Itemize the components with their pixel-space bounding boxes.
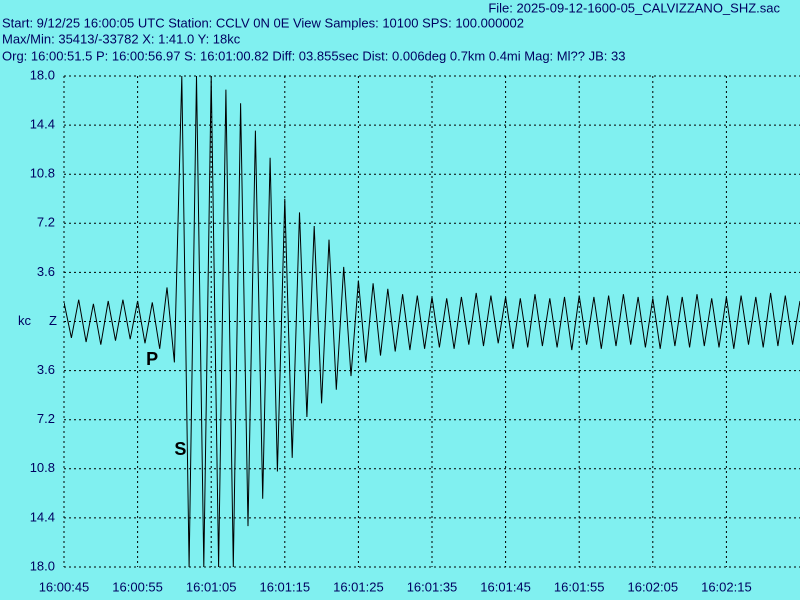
y-tick-label: 14.4: [30, 117, 55, 132]
y-tick-label: 10.8: [30, 460, 55, 475]
y-tick-label: 3.6: [37, 264, 55, 279]
x-tick-label: 16:02:05: [627, 579, 678, 594]
y-tick-label: 7.2: [37, 215, 55, 230]
x-tick-label: 16:01:35: [407, 579, 458, 594]
x-tick-label: 16:00:45: [39, 579, 90, 594]
x-tick-label: 16:01:15: [259, 579, 310, 594]
y-tick-label: 3.6: [37, 362, 55, 377]
start-info: Start: 9/12/25 16:00:05 UTC Station: CCL…: [2, 15, 524, 30]
waveform: [64, 76, 800, 567]
y-axis-unit: kc: [18, 313, 32, 328]
phase-pick: P: [146, 349, 158, 369]
x-tick-label: 16:00:55: [112, 579, 163, 594]
y-tick-label: 18.0: [30, 558, 55, 573]
y-tick-label: 18.0: [30, 67, 55, 82]
origin-info: Org: 16:00:51.5 P: 16:00:56.97 S: 16:01:…: [2, 48, 625, 63]
x-tick-label: 16:01:55: [554, 579, 605, 594]
y-tick-label: 14.4: [30, 509, 55, 524]
x-tick-label: 16:01:45: [480, 579, 531, 594]
file-name: File: 2025-09-12-1600-05_CALVIZZANO_SHZ.…: [488, 0, 780, 15]
phase-pick: S: [174, 439, 186, 459]
x-tick-label: 16:01:05: [186, 579, 237, 594]
x-tick-label: 16:02:15: [701, 579, 752, 594]
y-tick-label: 10.8: [30, 166, 55, 181]
y-tick-label: 7.2: [37, 411, 55, 426]
component-label: Z: [49, 313, 57, 328]
maxmin-info: Max/Min: 35413/-33782 X: 1:41.0 Y: 18kc: [2, 31, 241, 46]
x-tick-label: 16:01:25: [333, 579, 384, 594]
